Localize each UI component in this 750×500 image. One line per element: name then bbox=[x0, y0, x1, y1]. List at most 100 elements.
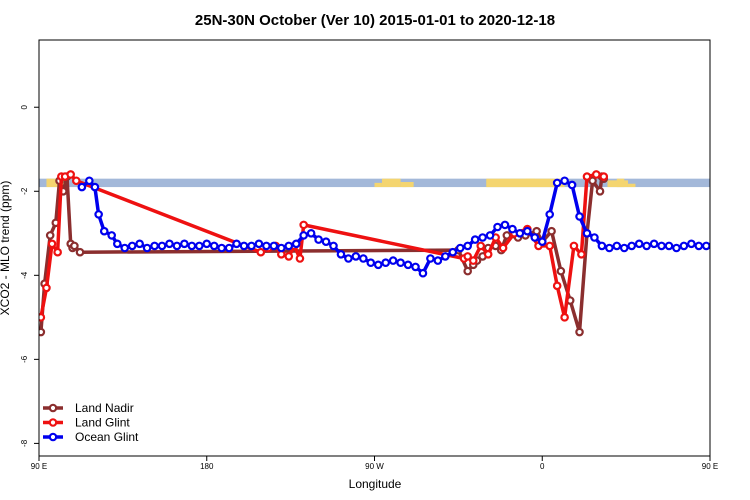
data-point bbox=[70, 241, 79, 251]
data-point bbox=[71, 176, 81, 186]
series-ocean-glint bbox=[77, 176, 731, 278]
legend-marker bbox=[48, 418, 58, 427]
x-tick-label: 180 bbox=[200, 462, 214, 471]
data-point bbox=[530, 233, 540, 242]
data-point bbox=[709, 245, 710, 251]
land-segment bbox=[486, 178, 565, 188]
data-point bbox=[556, 266, 566, 276]
data-point bbox=[592, 170, 601, 179]
data-point bbox=[537, 237, 547, 246]
land-segment bbox=[374, 182, 382, 188]
data-point bbox=[588, 176, 597, 186]
data-point bbox=[247, 241, 256, 251]
data-point bbox=[411, 262, 420, 272]
data-point bbox=[500, 220, 510, 230]
data-point bbox=[120, 243, 130, 253]
y-tick-label: -2 bbox=[20, 187, 29, 195]
data-point bbox=[112, 239, 122, 249]
data-point bbox=[582, 172, 592, 181]
y-axis: 0 -2 -4 -6 -8 bbox=[20, 104, 39, 447]
data-point bbox=[75, 247, 85, 257]
data-point bbox=[468, 256, 478, 265]
data-point bbox=[202, 239, 212, 249]
data-point bbox=[612, 241, 622, 251]
data-point bbox=[94, 210, 103, 219]
data-point bbox=[329, 241, 338, 251]
land-band bbox=[39, 178, 710, 188]
x-axis-label: Longitude bbox=[349, 477, 402, 491]
data-point bbox=[545, 241, 555, 251]
data-point bbox=[344, 254, 353, 263]
data-point bbox=[295, 254, 305, 263]
chart-title: 25N-30N October (Ver 10) 2015-01-01 to 2… bbox=[195, 12, 555, 29]
legend-marker bbox=[48, 403, 58, 413]
data-point bbox=[381, 258, 390, 268]
data-point bbox=[679, 241, 689, 251]
data-point bbox=[53, 247, 62, 257]
data-point bbox=[508, 224, 517, 234]
series-layer bbox=[39, 170, 731, 337]
data-point bbox=[291, 239, 301, 249]
data-point bbox=[239, 241, 249, 251]
data-point bbox=[321, 237, 331, 246]
data-point bbox=[142, 243, 152, 253]
data-point bbox=[284, 252, 294, 261]
land-segment bbox=[402, 184, 407, 188]
data-point bbox=[605, 243, 614, 253]
legend-label: Land Glint bbox=[75, 416, 130, 430]
land-segment bbox=[616, 178, 625, 188]
data-point bbox=[42, 283, 51, 293]
data-point bbox=[433, 256, 443, 265]
data-point bbox=[157, 241, 167, 251]
data-point bbox=[254, 239, 264, 249]
data-point bbox=[448, 247, 458, 257]
data-point bbox=[569, 241, 579, 251]
data-point bbox=[595, 186, 605, 196]
data-point bbox=[396, 258, 405, 268]
data-point bbox=[277, 243, 286, 253]
data-point bbox=[359, 254, 368, 263]
series-line bbox=[80, 179, 710, 275]
data-point bbox=[107, 231, 116, 240]
data-point bbox=[39, 313, 46, 322]
data-point bbox=[127, 241, 137, 251]
data-point bbox=[493, 222, 502, 232]
data-point bbox=[575, 212, 584, 221]
data-point bbox=[66, 170, 75, 179]
data-point bbox=[498, 243, 508, 253]
data-point bbox=[224, 243, 234, 253]
data-point bbox=[99, 226, 109, 236]
data-point bbox=[552, 178, 562, 188]
data-point bbox=[470, 235, 480, 244]
data-point bbox=[441, 252, 450, 261]
x-tick-label: 90 W bbox=[365, 462, 384, 471]
data-point bbox=[455, 243, 465, 253]
x-axis: 90 E 180 90 W 0 90 E bbox=[31, 456, 718, 471]
data-point bbox=[463, 241, 472, 251]
data-point bbox=[577, 250, 586, 259]
data-point bbox=[476, 241, 486, 251]
data-point bbox=[314, 235, 323, 244]
data-point bbox=[560, 176, 569, 186]
data-point bbox=[694, 241, 704, 251]
data-point bbox=[718, 243, 724, 249]
data-point bbox=[725, 243, 731, 249]
data-point bbox=[552, 281, 562, 291]
data-point bbox=[217, 243, 226, 253]
data-point bbox=[180, 239, 189, 249]
data-point bbox=[262, 241, 271, 251]
data-point bbox=[642, 241, 651, 251]
data-point bbox=[649, 239, 659, 249]
data-point bbox=[701, 241, 710, 251]
data-point bbox=[306, 228, 316, 238]
data-point bbox=[545, 210, 555, 219]
data-point bbox=[45, 231, 55, 240]
data-point bbox=[373, 260, 383, 270]
data-point bbox=[366, 258, 376, 268]
x-tick-label: 90 E bbox=[31, 462, 47, 471]
data-point bbox=[547, 226, 556, 236]
data-point bbox=[463, 252, 472, 261]
legend-label: Ocean Glint bbox=[75, 430, 139, 444]
data-point bbox=[687, 239, 696, 249]
